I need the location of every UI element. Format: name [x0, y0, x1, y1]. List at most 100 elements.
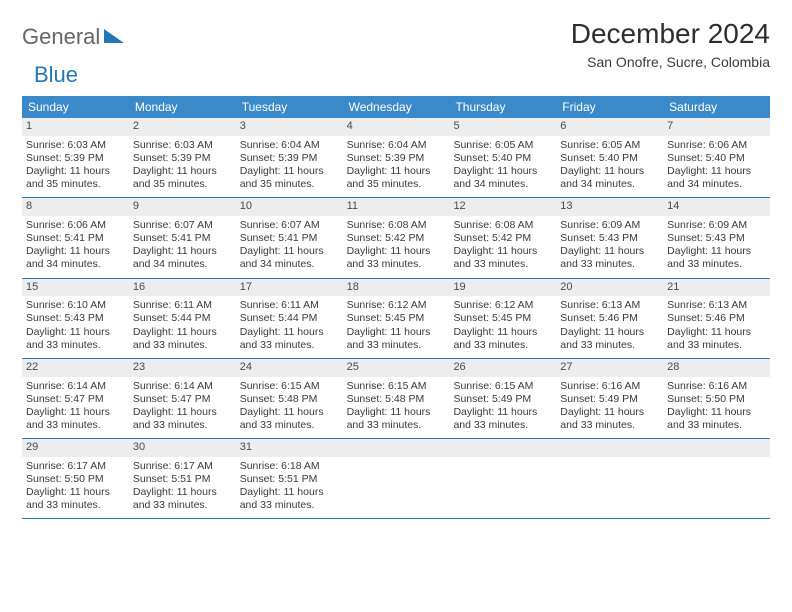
sunrise-text: Sunrise: 6:16 AM — [667, 380, 766, 393]
daylight-text: Daylight: 11 hours and 34 minutes. — [453, 165, 552, 191]
weekday-header: Friday — [556, 96, 663, 118]
calendar-day-empty — [556, 439, 663, 518]
sunrise-text: Sunrise: 6:08 AM — [347, 219, 446, 232]
sunrise-text: Sunrise: 6:14 AM — [26, 380, 125, 393]
calendar-page: General December 2024 San Onofre, Sucre,… — [0, 0, 792, 529]
day-number: 17 — [236, 279, 343, 297]
sunrise-text: Sunrise: 6:14 AM — [133, 380, 232, 393]
calendar-day: 27Sunrise: 6:16 AMSunset: 5:49 PMDayligh… — [556, 359, 663, 438]
calendar-day: 20Sunrise: 6:13 AMSunset: 5:46 PMDayligh… — [556, 279, 663, 358]
daylight-text: Daylight: 11 hours and 35 minutes. — [347, 165, 446, 191]
sunset-text: Sunset: 5:45 PM — [347, 312, 446, 325]
day-number: 2 — [129, 118, 236, 136]
sunrise-text: Sunrise: 6:08 AM — [453, 219, 552, 232]
day-number: 26 — [449, 359, 556, 377]
sunrise-text: Sunrise: 6:07 AM — [240, 219, 339, 232]
daylight-text: Daylight: 11 hours and 35 minutes. — [26, 165, 125, 191]
sunset-text: Sunset: 5:41 PM — [26, 232, 125, 245]
day-number: 8 — [22, 198, 129, 216]
day-number: 7 — [663, 118, 770, 136]
sunrise-text: Sunrise: 6:15 AM — [240, 380, 339, 393]
calendar-day: 14Sunrise: 6:09 AMSunset: 5:43 PMDayligh… — [663, 198, 770, 277]
day-number: 1 — [22, 118, 129, 136]
day-number: 19 — [449, 279, 556, 297]
daylight-text: Daylight: 11 hours and 33 minutes. — [26, 486, 125, 512]
sunset-text: Sunset: 5:39 PM — [240, 152, 339, 165]
sunset-text: Sunset: 5:44 PM — [240, 312, 339, 325]
calendar-day: 2Sunrise: 6:03 AMSunset: 5:39 PMDaylight… — [129, 118, 236, 197]
day-number: 23 — [129, 359, 236, 377]
daylight-text: Daylight: 11 hours and 33 minutes. — [347, 245, 446, 271]
daylight-text: Daylight: 11 hours and 33 minutes. — [240, 326, 339, 352]
calendar-day-empty — [663, 439, 770, 518]
sunset-text: Sunset: 5:40 PM — [560, 152, 659, 165]
brand-word-2: Blue — [34, 62, 78, 88]
day-number — [449, 439, 556, 457]
calendar-day: 8 Sunrise: 6:06 AMSunset: 5:41 PMDaylight… — [22, 198, 129, 277]
day-number: 13 — [556, 198, 663, 216]
sunset-text: Sunset: 5:45 PM — [453, 312, 552, 325]
daylight-text: Daylight: 11 hours and 33 minutes. — [560, 245, 659, 271]
weeks-container: 1 Sunrise: 6:03 AM Sunset: 5:39 PM Daylight… — [22, 118, 770, 519]
sunset-text: Sunset: 5:51 PM — [240, 473, 339, 486]
sunrise-text: Sunrise: 6:11 AM — [133, 299, 232, 312]
daylight-text: Daylight: 11 hours and 35 minutes. — [133, 165, 232, 191]
day-number: 18 — [343, 279, 450, 297]
day-number: 5 — [449, 118, 556, 136]
brand-word-1: General — [22, 24, 100, 50]
sunset-text: Sunset: 5:51 PM — [133, 473, 232, 486]
day-number: 9 — [129, 198, 236, 216]
day-number: 6 — [556, 118, 663, 136]
daylight-text: Daylight: 11 hours and 33 minutes. — [560, 326, 659, 352]
sunrise-text: Sunrise: 6:17 AM — [26, 460, 125, 473]
daylight-text: Daylight: 11 hours and 33 minutes. — [453, 406, 552, 432]
day-number: 28 — [663, 359, 770, 377]
weekday-header: Monday — [129, 96, 236, 118]
calendar-day: 6Sunrise: 6:05 AMSunset: 5:40 PMDaylight… — [556, 118, 663, 197]
daylight-text: Daylight: 11 hours and 33 minutes. — [26, 326, 125, 352]
sunrise-text: Sunrise: 6:03 AM — [133, 139, 232, 152]
sunrise-text: Sunrise: 6:18 AM — [240, 460, 339, 473]
calendar-day: 11Sunrise: 6:08 AMSunset: 5:42 PMDayligh… — [343, 198, 450, 277]
sunrise-text: Sunrise: 6:12 AM — [347, 299, 446, 312]
daylight-text: Daylight: 11 hours and 33 minutes. — [240, 406, 339, 432]
calendar-day: 10Sunrise: 6:07 AMSunset: 5:41 PMDayligh… — [236, 198, 343, 277]
day-number — [663, 439, 770, 457]
daylight-text: Daylight: 11 hours and 33 minutes. — [667, 406, 766, 432]
daylight-text: Daylight: 11 hours and 34 minutes. — [26, 245, 125, 271]
sunset-text: Sunset: 5:43 PM — [26, 312, 125, 325]
sunrise-text: Sunrise: 6:09 AM — [667, 219, 766, 232]
day-number: 21 — [663, 279, 770, 297]
calendar-day: 26Sunrise: 6:15 AMSunset: 5:49 PMDayligh… — [449, 359, 556, 438]
calendar-day: 13Sunrise: 6:09 AMSunset: 5:43 PMDayligh… — [556, 198, 663, 277]
sunrise-text: Sunrise: 6:09 AM — [560, 219, 659, 232]
day-number: 3 — [236, 118, 343, 136]
sunrise-text: Sunrise: 6:06 AM — [26, 219, 125, 232]
weekday-header: Sunday — [22, 96, 129, 118]
sunset-text: Sunset: 5:42 PM — [453, 232, 552, 245]
calendar-day: 7Sunrise: 6:06 AMSunset: 5:40 PMDaylight… — [663, 118, 770, 197]
sunset-text: Sunset: 5:48 PM — [347, 393, 446, 406]
calendar-day: 9Sunrise: 6:07 AMSunset: 5:41 PMDaylight… — [129, 198, 236, 277]
calendar-grid: SundayMondayTuesdayWednesdayThursdayFrid… — [22, 96, 770, 519]
sunset-text: Sunset: 5:48 PM — [240, 393, 339, 406]
calendar-day: 17Sunrise: 6:11 AMSunset: 5:44 PMDayligh… — [236, 279, 343, 358]
daylight-text: Daylight: 11 hours and 33 minutes. — [453, 245, 552, 271]
calendar-day: 3Sunrise: 6:04 AMSunset: 5:39 PMDaylight… — [236, 118, 343, 197]
daylight-text: Daylight: 11 hours and 34 minutes. — [133, 245, 232, 271]
day-number: 16 — [129, 279, 236, 297]
sunset-text: Sunset: 5:40 PM — [453, 152, 552, 165]
calendar-day: 23Sunrise: 6:14 AMSunset: 5:47 PMDayligh… — [129, 359, 236, 438]
day-number: 15 — [22, 279, 129, 297]
calendar-week-row: 22Sunrise: 6:14 AMSunset: 5:47 PMDayligh… — [22, 359, 770, 439]
weekday-header: Thursday — [449, 96, 556, 118]
brand-triangle-icon — [104, 29, 124, 43]
title-block: December 2024 San Onofre, Sucre, Colombi… — [571, 18, 770, 70]
weekday-header-row: SundayMondayTuesdayWednesdayThursdayFrid… — [22, 96, 770, 118]
sunrise-text: Sunrise: 6:13 AM — [560, 299, 659, 312]
sunrise-text: Sunrise: 6:17 AM — [133, 460, 232, 473]
calendar-day-empty — [449, 439, 556, 518]
sunset-text: Sunset: 5:47 PM — [26, 393, 125, 406]
daylight-text: Daylight: 11 hours and 33 minutes. — [667, 326, 766, 352]
sunrise-text: Sunrise: 6:15 AM — [453, 380, 552, 393]
